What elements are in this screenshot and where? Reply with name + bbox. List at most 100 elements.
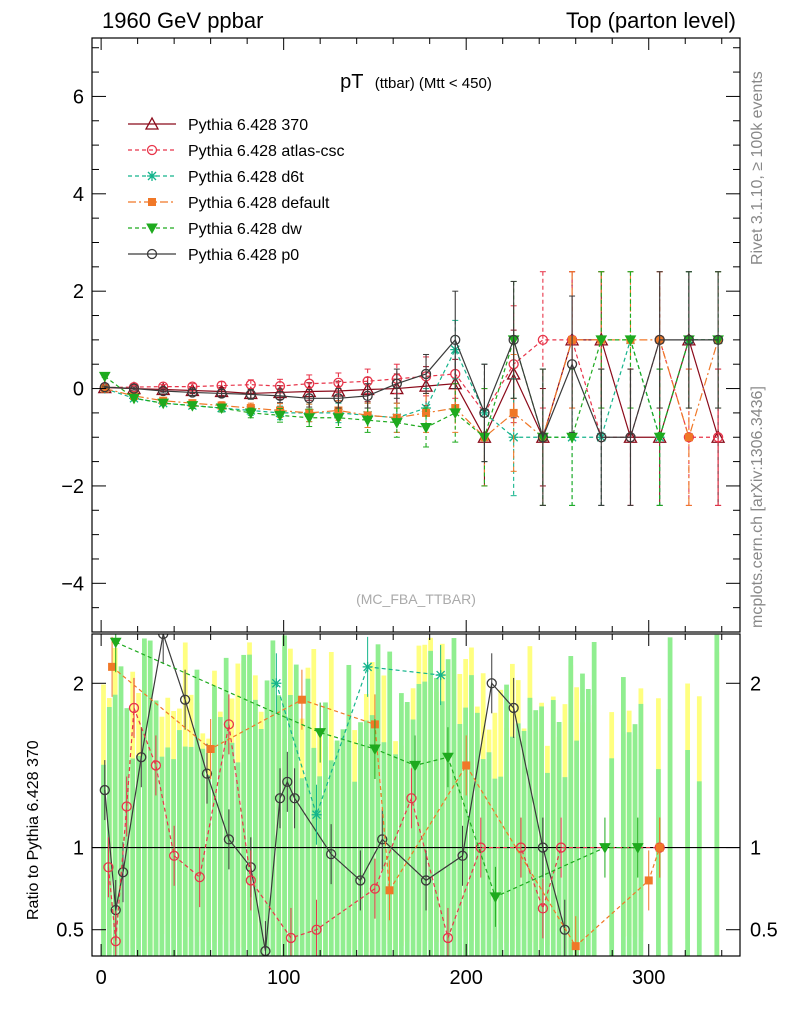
chart-title-sub: (ttbar) (Mtt < 450) <box>375 75 492 92</box>
ratio-point <box>150 760 162 771</box>
ratio-band-green <box>498 776 504 956</box>
ratio-point <box>297 695 306 704</box>
ratio-point <box>271 678 282 689</box>
ratio-series-1 <box>99 634 570 956</box>
data-point <box>684 433 693 442</box>
ratio-point <box>128 702 140 714</box>
ratio-point <box>206 745 215 753</box>
ratio-point <box>559 924 570 935</box>
ratio-point <box>537 842 549 853</box>
x-tick-label: 100 <box>267 967 300 989</box>
ratio-band-green <box>585 689 591 956</box>
ratio-series-5 <box>271 636 446 845</box>
series-line <box>104 337 719 440</box>
data-point <box>509 408 518 417</box>
header-left: 1960 GeV ppbar <box>102 8 263 33</box>
ratio-point <box>515 842 527 853</box>
ratio-band-green <box>177 730 182 956</box>
ratio-series-2 <box>103 677 665 956</box>
ratio-band-green <box>504 684 509 956</box>
ratio-band-green <box>626 732 632 956</box>
data-point <box>390 418 403 429</box>
ratio-band-green <box>346 664 352 956</box>
ratio-band-green <box>539 706 544 956</box>
ratio-point <box>314 728 327 739</box>
ratio-point <box>136 752 147 763</box>
data-point <box>712 334 724 346</box>
ratio-band-green <box>685 750 690 956</box>
ratio-point <box>109 637 122 649</box>
header-right: Top (parton level) <box>566 8 736 33</box>
legend-label: Pythia 6.428 default <box>188 195 330 212</box>
ratio-band-green <box>714 634 720 956</box>
data-point <box>245 389 256 400</box>
watermark: (MC_FBA_TTBAR) <box>356 591 476 607</box>
ratio-band-green <box>194 669 200 956</box>
ratio-point <box>311 809 322 820</box>
data-point <box>422 408 431 417</box>
data-point <box>653 432 666 444</box>
ratio-band-green <box>469 675 474 956</box>
legend-marker <box>144 116 160 130</box>
ratio-point <box>369 744 381 756</box>
ratio-band-green <box>363 720 369 956</box>
ratio-band-green <box>527 697 533 956</box>
data-point <box>187 387 198 398</box>
ratio-band-green <box>410 719 416 956</box>
data-point <box>450 334 461 346</box>
ratio-band-green <box>422 681 428 956</box>
data-point <box>362 390 373 402</box>
legend-label: Pythia 6.428 atlas-csc <box>188 143 345 160</box>
data-point <box>186 401 199 412</box>
data-point <box>420 423 432 434</box>
ratio-point <box>311 924 322 935</box>
ratio-band-green <box>182 746 188 956</box>
ratio-series-layer <box>92 634 740 956</box>
ratio-band-green <box>463 707 469 956</box>
ratio-band-green <box>667 637 673 956</box>
ratio-band-green <box>696 781 702 956</box>
ratio-band-green <box>574 740 580 956</box>
ratio-point <box>201 768 213 779</box>
ratio-line <box>115 641 638 898</box>
legend-entry: Pythia 6.428 370 <box>128 116 308 134</box>
ratio-band-green <box>153 700 159 956</box>
ratio-point <box>508 702 519 714</box>
ratio-band-green <box>358 722 363 956</box>
y-tick-label-right: 2 <box>750 673 761 695</box>
ratio-band-green <box>217 717 223 956</box>
ratio-band-green <box>188 746 194 956</box>
ratio-band-green <box>352 781 358 956</box>
ratio-band-green <box>445 659 451 956</box>
y-tick-label: −4 <box>61 573 84 595</box>
ratio-point <box>117 867 129 878</box>
ratio-point <box>99 784 110 796</box>
ratio-band-layer <box>101 634 720 956</box>
data-point <box>537 432 549 443</box>
ratio-point <box>489 892 502 903</box>
data-point <box>361 415 374 427</box>
ratio-point <box>655 843 664 852</box>
legend-marker <box>146 223 158 235</box>
ratio-band-green <box>293 664 299 956</box>
x-tick-label: 0 <box>96 967 107 989</box>
ratio-band-green <box>334 740 340 956</box>
data-point <box>304 378 315 389</box>
ratio-band-green <box>101 764 106 956</box>
data-point <box>654 334 665 346</box>
data-point <box>216 388 227 399</box>
ratio-point <box>325 848 337 860</box>
ratio-point <box>245 875 256 886</box>
top-frame <box>91 37 741 633</box>
data-point <box>420 368 432 380</box>
ratio-band-green <box>288 694 293 956</box>
ratio-band-green <box>492 778 498 956</box>
ratio-point <box>223 834 235 845</box>
ratio-band-green <box>580 673 585 956</box>
data-point <box>99 381 110 393</box>
data-point <box>98 371 111 383</box>
ratio-point <box>194 871 205 883</box>
ratio-band-green <box>381 742 387 956</box>
ratio-band-green <box>264 680 270 956</box>
legend-entry: Pythia 6.428 atlas-csc <box>128 143 345 160</box>
